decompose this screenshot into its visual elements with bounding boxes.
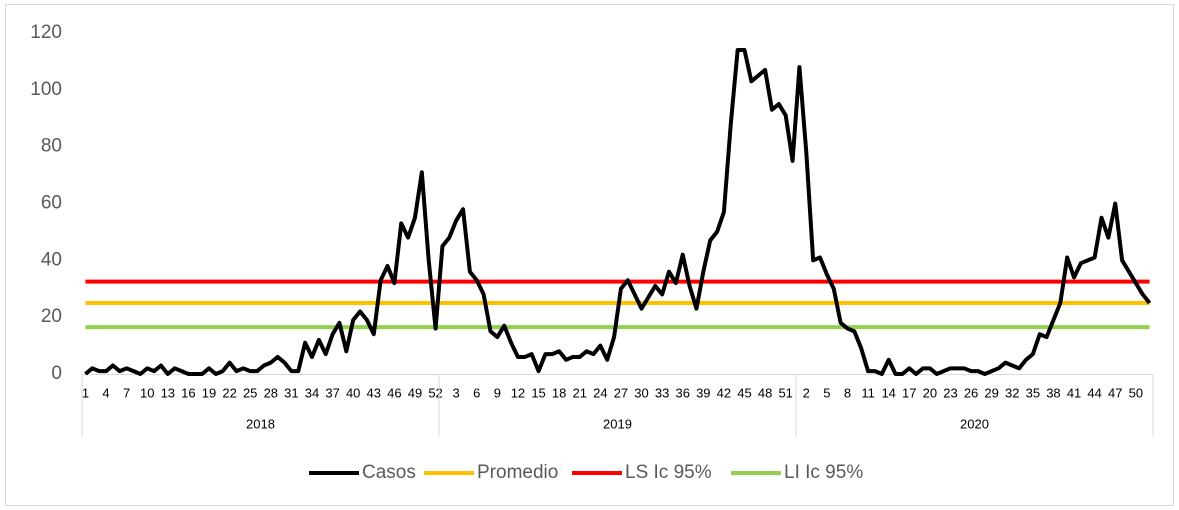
x-tick-label: 21 xyxy=(573,385,587,400)
y-tick-label: 60 xyxy=(41,193,62,214)
x-tick-label: 51 xyxy=(778,385,792,400)
x-tick-label: 14 xyxy=(881,385,895,400)
y-tick-label: 80 xyxy=(41,136,62,157)
x-tick-label: 18 xyxy=(552,385,566,400)
y-tick-label: 100 xyxy=(30,79,62,100)
x-tick-label: 40 xyxy=(346,385,360,400)
x-tick-label: 25 xyxy=(243,385,257,400)
x-tick-label: 29 xyxy=(984,385,998,400)
x-tick-label: 28 xyxy=(264,385,278,400)
x-tick-label: 35 xyxy=(1026,385,1040,400)
x-tick-label: 17 xyxy=(902,385,916,400)
x-tick-label: 15 xyxy=(531,385,545,400)
x-tick-label: 20 xyxy=(923,385,937,400)
x-tick-label: 31 xyxy=(284,385,298,400)
legend-label: Casos xyxy=(362,462,416,483)
x-tick-label: 33 xyxy=(655,385,669,400)
y-tick-label: 20 xyxy=(41,306,62,327)
x-tick-label: 45 xyxy=(737,385,751,400)
group-label: 2018 xyxy=(246,416,275,431)
x-tick-label: 9 xyxy=(494,385,501,400)
y-tick-label: 40 xyxy=(41,249,62,270)
x-tick-label: 46 xyxy=(387,385,401,400)
legend-label: LI Ic 95% xyxy=(784,462,863,483)
x-tick-label: 30 xyxy=(634,385,648,400)
x-tick-label: 24 xyxy=(593,385,607,400)
x-tick-label: 12 xyxy=(511,385,525,400)
x-tick-label: 42 xyxy=(717,385,731,400)
x-tick-label: 43 xyxy=(367,385,381,400)
y-tick-label: 120 xyxy=(30,22,62,43)
x-tick-label: 2 xyxy=(803,385,810,400)
x-tick-label: 50 xyxy=(1129,385,1143,400)
x-tick-label: 27 xyxy=(614,385,628,400)
x-tick-label: 39 xyxy=(696,385,710,400)
x-tick-label: 3 xyxy=(453,385,460,400)
x-tick-label: 44 xyxy=(1087,385,1101,400)
x-tick-label: 52 xyxy=(428,385,442,400)
x-tick-label: 5 xyxy=(823,385,830,400)
x-tick-label: 26 xyxy=(964,385,978,400)
x-tick-label: 10 xyxy=(140,385,154,400)
x-tick-label: 48 xyxy=(758,385,772,400)
group-label: 2020 xyxy=(960,416,989,431)
x-tick-label: 37 xyxy=(325,385,339,400)
x-tick-label: 47 xyxy=(1108,385,1122,400)
x-tick-label: 41 xyxy=(1067,385,1081,400)
x-tick-label: 49 xyxy=(408,385,422,400)
x-tick-label: 13 xyxy=(161,385,175,400)
x-tick-label: 23 xyxy=(943,385,957,400)
x-tick-label: 22 xyxy=(222,385,236,400)
y-tick-label: 0 xyxy=(51,363,62,384)
x-tick-label: 32 xyxy=(1005,385,1019,400)
x-tick-label: 16 xyxy=(181,385,195,400)
legend-label: Promedio xyxy=(477,462,558,483)
x-tick-label: 11 xyxy=(861,385,875,400)
chart-frame xyxy=(5,4,1174,506)
group-label: 2019 xyxy=(603,416,632,431)
x-tick-label: 1 xyxy=(82,385,89,400)
x-tick-label: 6 xyxy=(473,385,480,400)
x-tick-label: 34 xyxy=(305,385,319,400)
x-tick-label: 38 xyxy=(1046,385,1060,400)
legend-label: LS Ic 95% xyxy=(625,462,712,483)
series-line xyxy=(84,48,1152,376)
x-tick-label: 19 xyxy=(202,385,216,400)
x-tick-label: 4 xyxy=(102,385,109,400)
x-tick-label: 36 xyxy=(675,385,689,400)
x-tick-label: 7 xyxy=(123,385,130,400)
x-tick-label: 8 xyxy=(844,385,851,400)
